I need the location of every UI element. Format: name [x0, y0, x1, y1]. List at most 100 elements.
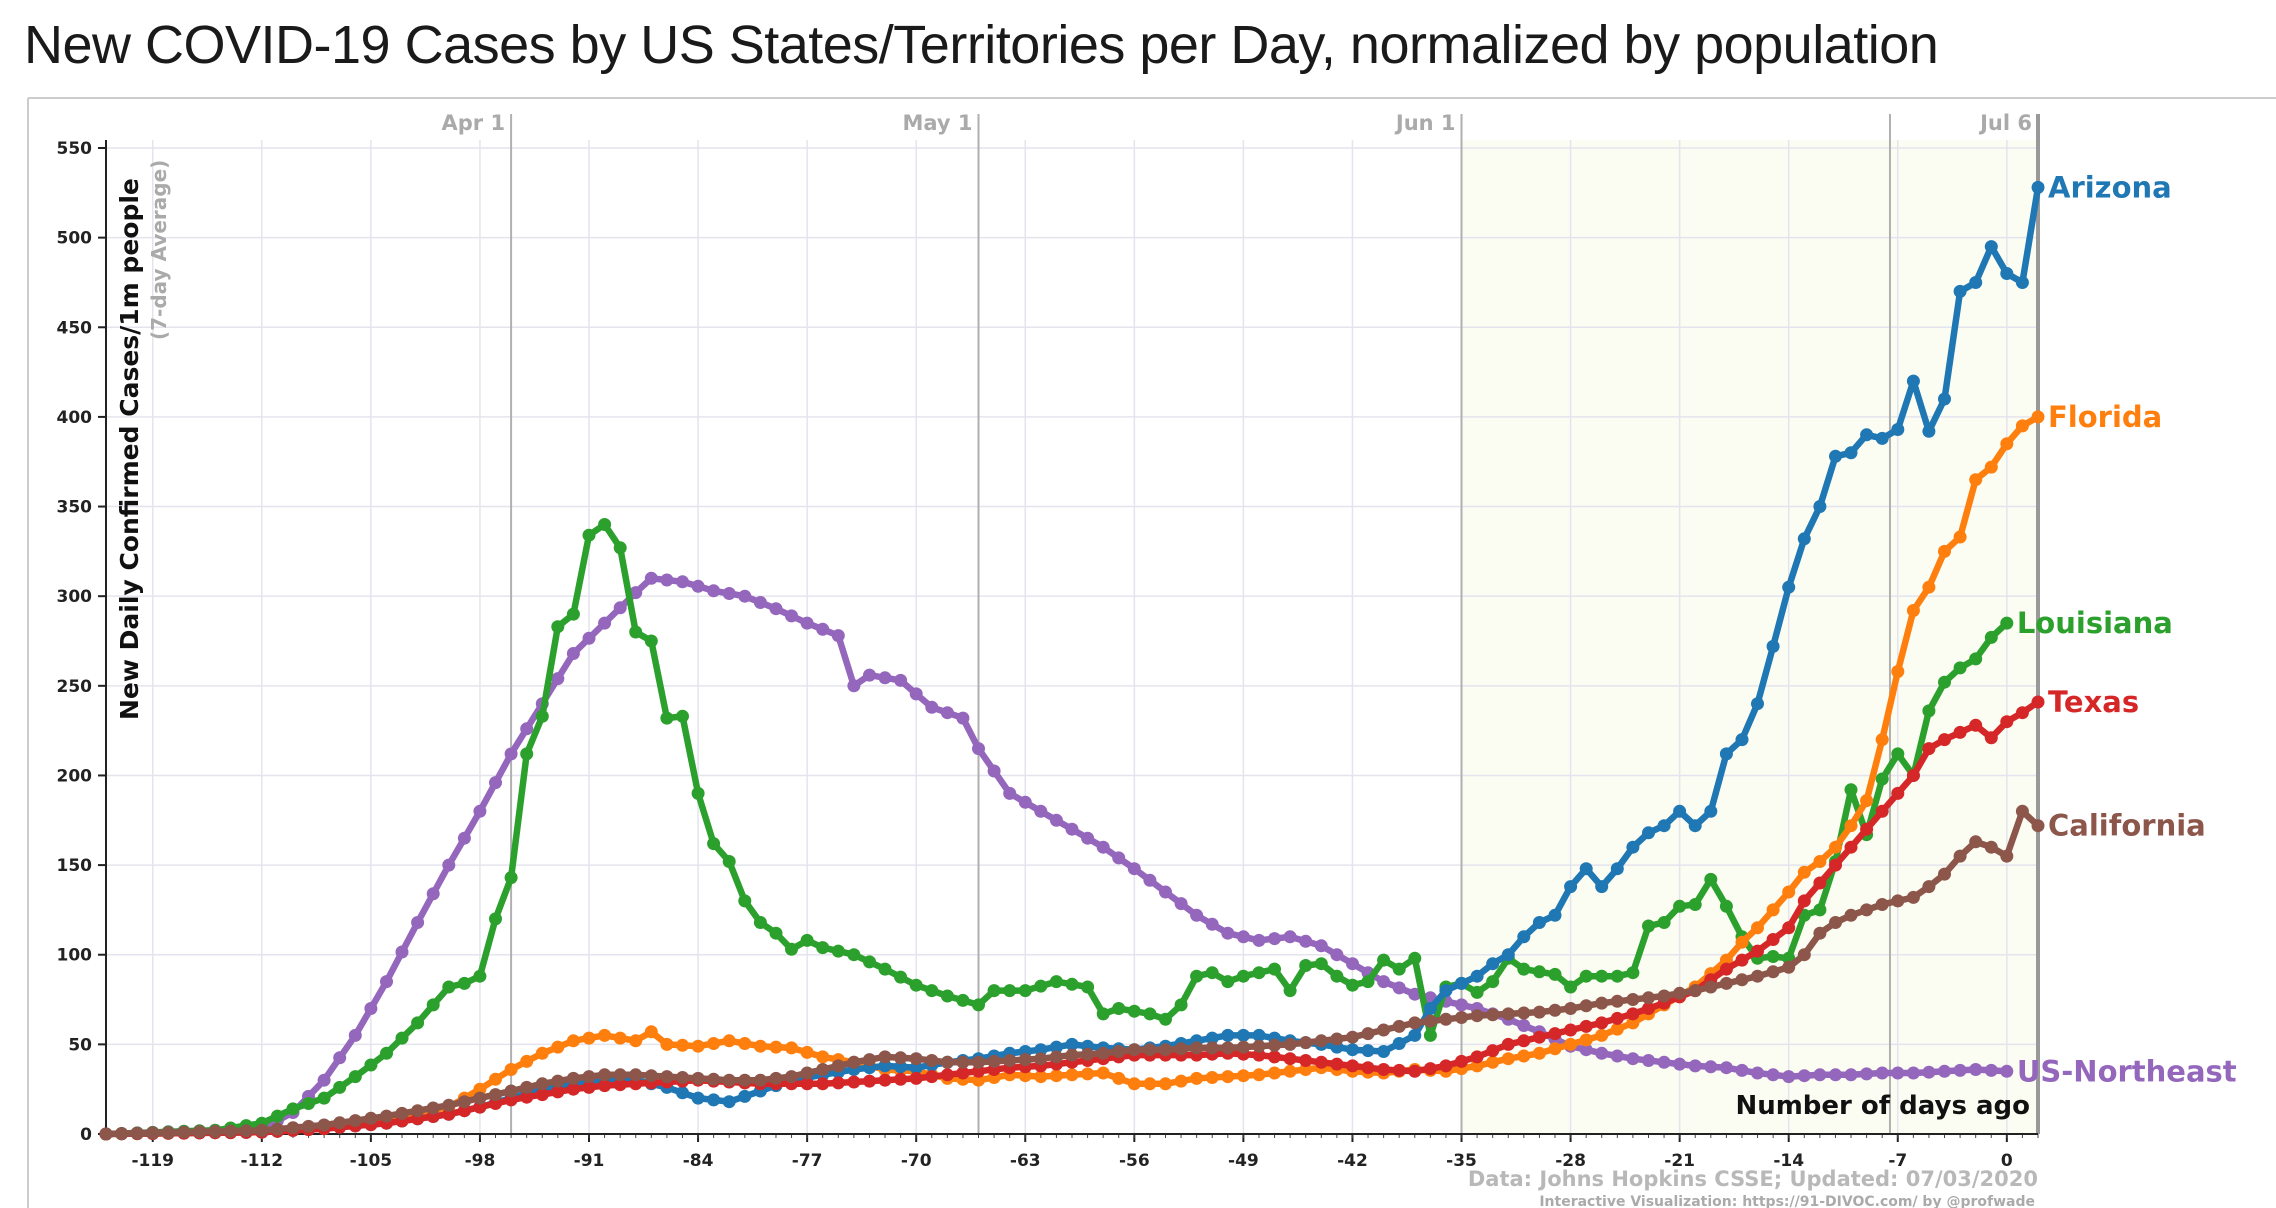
- data-point: [1112, 851, 1126, 865]
- data-point: [520, 1054, 534, 1068]
- data-point: [629, 586, 643, 600]
- data-point: [1813, 855, 1827, 868]
- data-point: [1049, 1069, 1063, 1083]
- data-point: [956, 993, 970, 1007]
- data-point: [753, 916, 767, 929]
- series-label: Arizona: [2048, 170, 2172, 204]
- data-point: [1314, 1055, 1328, 1069]
- data-point: [520, 747, 534, 761]
- data-point: [1299, 1054, 1313, 1067]
- data-point: [348, 1070, 362, 1084]
- data-point: [1346, 957, 1359, 971]
- data-point: [1423, 1014, 1437, 1028]
- series-label: Louisiana: [2017, 606, 2173, 640]
- data-point: [504, 871, 518, 885]
- data-point: [1486, 1044, 1500, 1058]
- data-point: [1906, 769, 1920, 782]
- data-point: [660, 573, 674, 587]
- data-point: [1704, 980, 1718, 994]
- data-point: [348, 1028, 362, 1042]
- data-point: [1408, 1064, 1422, 1078]
- data-point: [1034, 1043, 1048, 1057]
- data-point: [1579, 969, 1593, 983]
- data-point: [504, 747, 518, 761]
- data-point: [1034, 1052, 1048, 1066]
- data-point: [847, 948, 861, 962]
- data-point: [894, 1072, 908, 1086]
- data-point: [1392, 1037, 1406, 1050]
- x-tick-label: -70: [901, 1151, 932, 1171]
- data-point: [1735, 733, 1749, 747]
- data-point: [395, 1106, 409, 1120]
- data-point: [1392, 1063, 1406, 1077]
- data-point: [1969, 835, 1983, 849]
- data-point: [816, 1077, 830, 1091]
- data-point: [1003, 786, 1017, 800]
- x-tick-label: -42: [1337, 1151, 1368, 1171]
- data-point: [1455, 1054, 1468, 1068]
- data-point: [707, 1037, 721, 1050]
- data-point: [2031, 180, 2045, 194]
- data-point: [1829, 1068, 1842, 1082]
- data-point: [1236, 1028, 1250, 1042]
- data-point: [738, 1073, 752, 1087]
- data-point: [1377, 953, 1391, 967]
- data-point: [1906, 604, 1920, 617]
- data-point: [940, 1055, 954, 1069]
- series-label: Texas: [2048, 685, 2139, 719]
- data-point: [940, 989, 954, 1003]
- data-point: [1922, 704, 1936, 718]
- data-point: [1797, 948, 1811, 962]
- data-point: [1579, 999, 1593, 1013]
- data-point: [380, 1109, 393, 1123]
- data-point: [1346, 1059, 1359, 1073]
- data-point: [1455, 976, 1468, 990]
- data-point: [1268, 962, 1281, 976]
- data-point: [1735, 973, 1749, 987]
- y-axis-label: New Daily Confirmed Cases/1m people: [115, 178, 144, 720]
- data-point: [925, 984, 939, 998]
- data-point: [504, 1093, 518, 1107]
- data-point: [1049, 1050, 1063, 1064]
- data-point: [1751, 969, 1764, 983]
- data-point: [987, 984, 1001, 998]
- data-point: [863, 1074, 876, 1088]
- data-point: [1159, 1012, 1172, 1026]
- data-point: [1221, 975, 1235, 989]
- data-point: [1096, 1007, 1110, 1021]
- y-tick-label: 350: [57, 498, 93, 518]
- data-point: [1782, 1070, 1796, 1084]
- data-point: [582, 1031, 596, 1045]
- x-tick-label: -14: [1773, 1151, 1804, 1171]
- y-tick-label: 50: [68, 1035, 92, 1055]
- data-point: [535, 1088, 549, 1102]
- data-point: [800, 1066, 814, 1080]
- data-point: [1813, 500, 1827, 513]
- data-point: [473, 1091, 487, 1105]
- data-point: [676, 709, 689, 723]
- data-point: [1236, 969, 1250, 983]
- data-point: [1751, 1066, 1764, 1080]
- data-point: [1517, 1019, 1531, 1032]
- data-point: [1439, 1059, 1453, 1073]
- data-point: [644, 634, 658, 648]
- data-point: [1969, 1063, 1983, 1076]
- data-source: Data: Johns Hopkins CSSE; Updated: 07/03…: [1468, 1167, 2038, 1191]
- data-point: [1891, 894, 1905, 908]
- data-point: [1081, 1047, 1095, 1061]
- data-point: [863, 668, 876, 682]
- x-tick-label: -98: [465, 1151, 496, 1171]
- data-point: [1719, 1061, 1733, 1075]
- data-point: [1252, 1039, 1266, 1053]
- data-point: [800, 1045, 814, 1059]
- data-point: [1922, 880, 1936, 894]
- x-tick-label: -119: [131, 1151, 174, 1171]
- data-point: [1829, 916, 1842, 929]
- data-point: [956, 1066, 970, 1080]
- data-point: [1205, 1071, 1219, 1084]
- data-point: [1719, 747, 1733, 761]
- data-point: [1486, 957, 1500, 971]
- x-tick-label: -77: [792, 1151, 823, 1171]
- data-point: [1018, 1053, 1032, 1067]
- data-point: [863, 1053, 876, 1067]
